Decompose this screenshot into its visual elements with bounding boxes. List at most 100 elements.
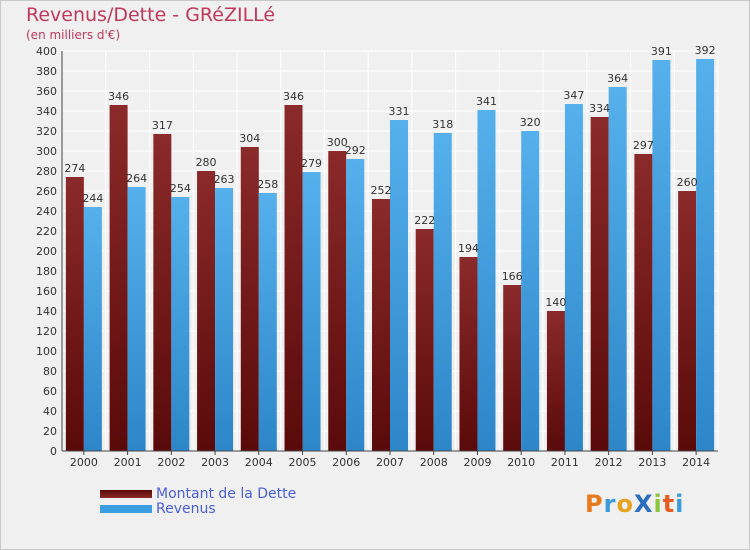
- bars: [65, 59, 715, 451]
- y-tick-label: 200: [36, 245, 57, 258]
- bar-revenus: [171, 197, 190, 451]
- data-label-dette: 274: [64, 162, 85, 175]
- y-tick-label: 320: [36, 125, 57, 138]
- data-label-revenus: 331: [389, 105, 410, 118]
- data-label-revenus: 258: [257, 178, 278, 191]
- y-tick-label: 100: [36, 345, 57, 358]
- bar-dette: [240, 147, 259, 451]
- bar-dette: [153, 134, 172, 451]
- data-label-revenus: 391: [651, 45, 672, 58]
- chart-title: Revenus/Dette - GRéZILLé: [26, 4, 276, 26]
- data-label-dette: 297: [633, 139, 654, 152]
- data-label-dette: 334: [589, 102, 610, 115]
- bar-revenus: [521, 131, 540, 451]
- y-tick-label: 60: [43, 385, 57, 398]
- y-tick-label: 80: [43, 365, 57, 378]
- data-label-revenus: 244: [82, 192, 103, 205]
- y-tick-label: 360: [36, 85, 57, 98]
- proxiti-logo: ProXiti: [585, 490, 685, 518]
- bar-dette: [503, 285, 522, 451]
- data-label-revenus: 264: [126, 172, 147, 185]
- bar-revenus: [258, 193, 277, 451]
- bar-revenus: [215, 188, 234, 451]
- bar-revenus: [346, 159, 365, 451]
- y-tick-label: 120: [36, 325, 57, 338]
- axes: 0 20 40 60 80 100 120 140 160 180 200 220 240 260 280 3…: [36, 45, 718, 469]
- data-label-revenus: 320: [520, 116, 541, 129]
- bar-dette: [109, 105, 128, 451]
- bar-dette: [634, 154, 653, 451]
- bar-revenus: [696, 59, 715, 451]
- data-label-dette: 166: [502, 270, 523, 283]
- bar-dette: [372, 199, 390, 451]
- bar-revenus: [477, 110, 496, 451]
- bar-dette: [590, 117, 609, 451]
- x-tick-label: 2005: [289, 456, 317, 469]
- x-tick-label: 2007: [376, 456, 404, 469]
- x-tick-label: 2011: [551, 456, 579, 469]
- x-tick-label: 2009: [463, 456, 491, 469]
- data-label-revenus: 292: [345, 144, 366, 157]
- bar-revenus: [433, 133, 452, 451]
- y-tick-label: 180: [36, 265, 57, 278]
- bar-dette: [197, 171, 216, 451]
- data-labels: 2742443462643172542802633042583462793002…: [64, 44, 715, 309]
- data-label-revenus: 318: [432, 118, 453, 131]
- bar-revenus: [127, 187, 146, 451]
- data-label-dette: 304: [239, 132, 260, 145]
- data-label-dette: 252: [371, 184, 392, 197]
- y-tick-label: 300: [36, 145, 57, 158]
- x-tick-label: 2008: [420, 456, 448, 469]
- bar-dette: [546, 311, 565, 451]
- legend-label-dette: Montant de la Dette: [156, 485, 297, 502]
- y-tick-label: 220: [36, 225, 57, 238]
- x-tick-label: 2014: [682, 456, 710, 469]
- y-tick-label: 400: [36, 45, 57, 58]
- bar-dette: [328, 151, 347, 451]
- x-tick-label: 2010: [507, 456, 535, 469]
- y-tick-label: 340: [36, 105, 57, 118]
- x-tick-label: 2012: [595, 456, 623, 469]
- data-label-dette: 346: [108, 90, 129, 103]
- legend: Montant de la Dette Revenus: [100, 485, 297, 517]
- data-label-dette: 280: [196, 156, 217, 169]
- x-tick-label: 2013: [638, 456, 666, 469]
- bar-dette: [459, 257, 478, 451]
- x-tick-label: 2003: [201, 456, 229, 469]
- bar-dette: [415, 229, 434, 451]
- data-label-dette: 346: [283, 90, 304, 103]
- data-label-revenus: 279: [301, 157, 322, 170]
- data-label-revenus: 254: [170, 182, 191, 195]
- bar-dette: [284, 105, 303, 451]
- data-label-revenus: 364: [607, 72, 628, 85]
- data-label-dette: 260: [677, 176, 698, 189]
- y-tick-label: 260: [36, 185, 57, 198]
- bar-revenus: [302, 172, 321, 451]
- y-tick-label: 140: [36, 305, 57, 318]
- chart-subtitle: (en milliers d'€): [26, 28, 121, 42]
- data-label-revenus: 263: [214, 173, 235, 186]
- data-label-revenus: 392: [695, 44, 716, 57]
- y-tick-label: 0: [50, 445, 57, 458]
- data-label-revenus: 347: [563, 89, 584, 102]
- bar-revenus: [83, 207, 102, 451]
- bar-revenus: [652, 60, 671, 451]
- x-tick-label: 2002: [157, 456, 185, 469]
- bar-revenus: [608, 87, 627, 451]
- x-tick-label: 2006: [332, 456, 360, 469]
- legend-label-revenus: Revenus: [156, 500, 216, 517]
- data-label-dette: 194: [458, 242, 479, 255]
- bar-dette: [65, 177, 84, 451]
- y-tick-label: 40: [43, 405, 57, 418]
- legend-item-revenus: Revenus: [100, 500, 296, 517]
- bar-revenus: [390, 120, 408, 451]
- data-label-dette: 317: [152, 119, 173, 132]
- legend-swatch-dette: [100, 489, 152, 498]
- bar-revenus: [564, 104, 583, 451]
- data-label-dette: 222: [414, 214, 435, 227]
- y-tick-label: 160: [36, 285, 57, 298]
- legend-swatch-revenus: [100, 504, 152, 513]
- x-tick-label: 2004: [245, 456, 273, 469]
- data-label-dette: 300: [327, 136, 348, 149]
